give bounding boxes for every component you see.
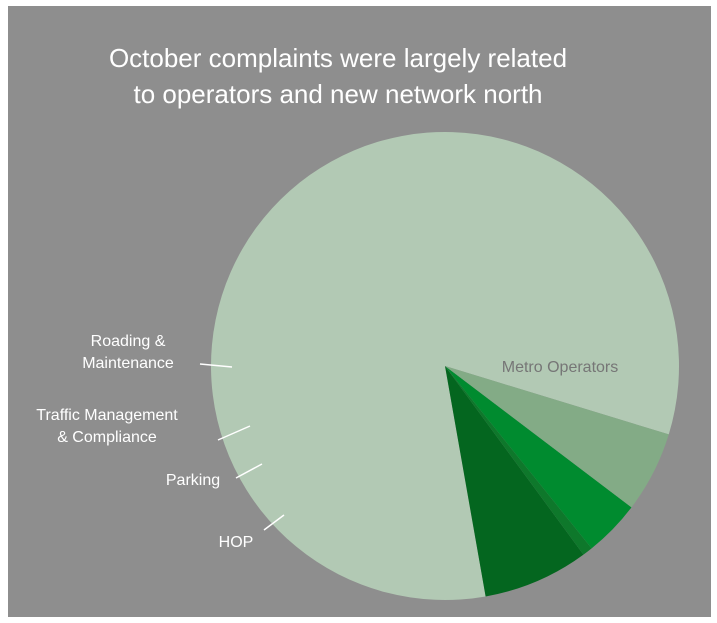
chart-title-line-1: October complaints were largely related (108, 43, 568, 73)
leader-line-roading-maintenance (199, 363, 233, 368)
chart-title: October complaints were largely related … (8, 40, 668, 112)
slice-label-line: HOP (219, 534, 254, 551)
pie-slice-roading-maintenance (445, 366, 584, 597)
chart-title-line-2: to operators and new network north (133, 79, 543, 109)
slice-label-line: Traffic Management (36, 407, 178, 424)
pie-slice-traffic-management-compliance (445, 366, 592, 555)
slice-label-roading-maintenance: Roading & Maintenance (82, 333, 174, 372)
slice-label-line: & Compliance (57, 429, 157, 446)
leader-line-traffic-management-compliance (217, 425, 251, 441)
slice-label-line: Metro Operators (502, 359, 618, 376)
slice-label-hop: HOP (219, 534, 254, 551)
leader-line-parking (235, 463, 263, 479)
slice-label-line: Parking (166, 472, 220, 489)
pie-slice-parking (445, 366, 632, 549)
slice-label-line: Maintenance (82, 355, 174, 372)
slice-label-parking: Parking (166, 472, 220, 489)
slice-label-traffic-management-compliance: Traffic Management & Compliance (36, 407, 178, 446)
slice-label-metro-operators: Metro Operators (502, 359, 618, 376)
pie-slice-hop (445, 366, 669, 508)
pie-slice-metro-operators (211, 132, 680, 601)
leader-line-hop (263, 514, 285, 531)
slice-label-line: Roading & (91, 333, 166, 350)
